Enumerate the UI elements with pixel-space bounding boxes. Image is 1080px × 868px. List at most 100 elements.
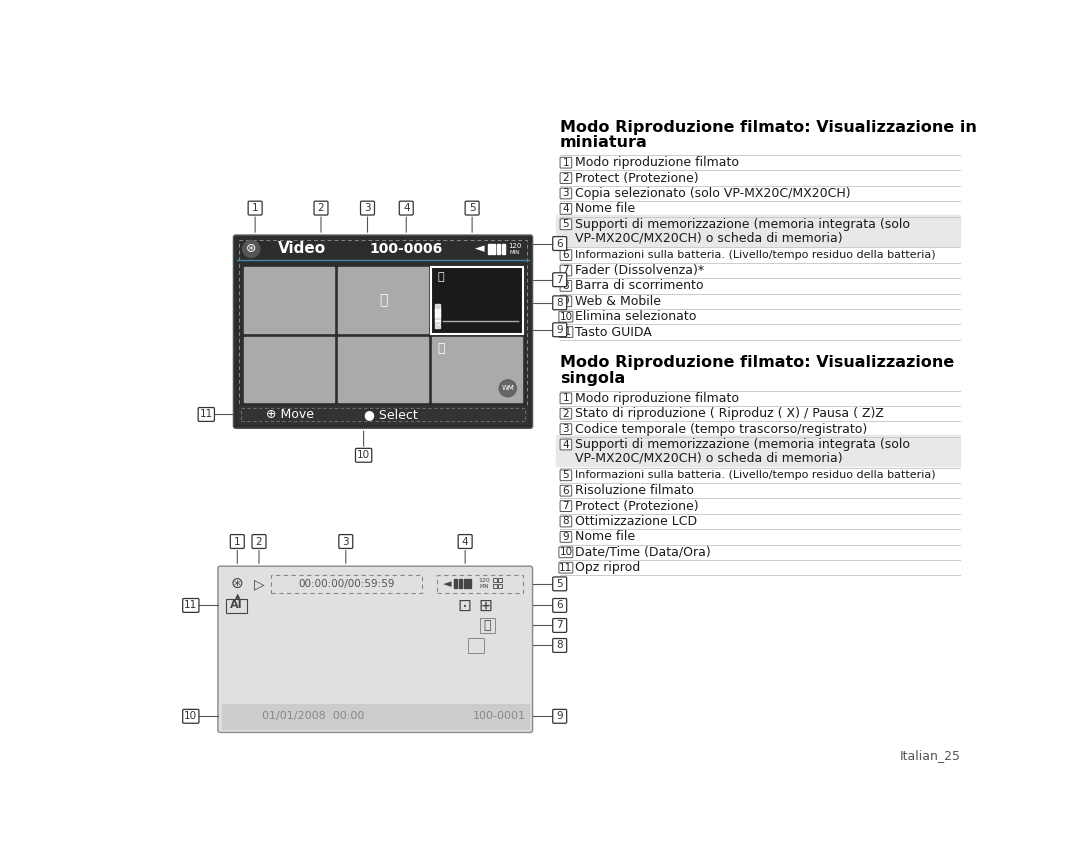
Text: 100-0006: 100-0006 bbox=[369, 242, 443, 256]
Text: Risoluzione filmato: Risoluzione filmato bbox=[576, 484, 694, 497]
Bar bbox=[499, 584, 502, 588]
Text: 9: 9 bbox=[556, 325, 563, 335]
Text: ● Select: ● Select bbox=[364, 408, 418, 421]
Text: 8: 8 bbox=[556, 641, 563, 650]
Text: Codice temporale (tempo trascorso/registrato): Codice temporale (tempo trascorso/regist… bbox=[576, 423, 867, 436]
FancyBboxPatch shape bbox=[553, 599, 567, 612]
Text: 2: 2 bbox=[563, 173, 569, 183]
FancyBboxPatch shape bbox=[183, 599, 199, 612]
Text: 1: 1 bbox=[234, 536, 241, 547]
FancyBboxPatch shape bbox=[561, 485, 571, 496]
Text: 100-0001: 100-0001 bbox=[473, 711, 526, 721]
Text: VP-MX20C/MX20CH) o scheda di memoria): VP-MX20C/MX20CH) o scheda di memoria) bbox=[576, 232, 842, 245]
FancyBboxPatch shape bbox=[355, 449, 372, 462]
FancyBboxPatch shape bbox=[553, 273, 567, 286]
FancyBboxPatch shape bbox=[559, 312, 572, 322]
FancyBboxPatch shape bbox=[553, 237, 567, 251]
Text: 10: 10 bbox=[185, 711, 198, 721]
Text: 10: 10 bbox=[559, 312, 572, 322]
Text: 5: 5 bbox=[563, 220, 569, 229]
FancyBboxPatch shape bbox=[561, 516, 571, 527]
Bar bbox=[435, 314, 441, 320]
Text: Barra di scorrimento: Barra di scorrimento bbox=[576, 279, 704, 293]
Bar bbox=[499, 578, 502, 582]
Bar bbox=[271, 575, 422, 593]
Text: 🗑: 🗑 bbox=[437, 342, 445, 355]
Text: 6: 6 bbox=[563, 250, 569, 260]
Text: 🎬: 🎬 bbox=[437, 272, 445, 281]
FancyBboxPatch shape bbox=[553, 619, 567, 633]
Bar bbox=[469, 579, 471, 589]
FancyBboxPatch shape bbox=[561, 157, 571, 168]
Text: 1: 1 bbox=[252, 203, 258, 214]
Text: Supporti di memorizzazione (memoria integrata (solo: Supporti di memorizzazione (memoria inte… bbox=[576, 218, 910, 231]
Text: ⊛: ⊛ bbox=[246, 242, 257, 255]
Bar bbox=[494, 584, 497, 588]
FancyBboxPatch shape bbox=[183, 709, 199, 723]
FancyBboxPatch shape bbox=[339, 535, 353, 549]
Bar bbox=[459, 579, 462, 589]
Text: ◄: ◄ bbox=[475, 242, 485, 255]
Text: 2: 2 bbox=[563, 409, 569, 418]
FancyBboxPatch shape bbox=[458, 535, 472, 549]
Text: Informazioni sulla batteria. (Livello/tempo residuo della batteria): Informazioni sulla batteria. (Livello/te… bbox=[576, 250, 936, 260]
Text: 7: 7 bbox=[556, 621, 563, 630]
FancyBboxPatch shape bbox=[561, 219, 571, 230]
Text: 2: 2 bbox=[318, 203, 324, 214]
Text: ⊡: ⊡ bbox=[458, 596, 471, 615]
Text: MIN: MIN bbox=[480, 584, 488, 589]
FancyBboxPatch shape bbox=[561, 173, 571, 183]
Text: 🔒: 🔒 bbox=[379, 293, 388, 307]
Text: 3: 3 bbox=[563, 424, 569, 434]
Bar bbox=[435, 304, 441, 312]
Text: ▷: ▷ bbox=[254, 577, 265, 591]
Text: 8: 8 bbox=[556, 298, 563, 308]
FancyBboxPatch shape bbox=[198, 408, 215, 421]
Text: 4: 4 bbox=[563, 204, 569, 214]
Bar bbox=[437, 575, 523, 593]
Text: 6: 6 bbox=[556, 239, 563, 248]
FancyBboxPatch shape bbox=[248, 201, 262, 215]
FancyBboxPatch shape bbox=[230, 535, 244, 549]
Bar bbox=[338, 337, 428, 402]
FancyBboxPatch shape bbox=[218, 566, 532, 733]
Text: ◄: ◄ bbox=[444, 579, 451, 589]
Text: 6: 6 bbox=[563, 486, 569, 496]
Text: 9: 9 bbox=[556, 711, 563, 721]
Text: MIN: MIN bbox=[510, 249, 519, 254]
FancyBboxPatch shape bbox=[561, 280, 571, 292]
FancyBboxPatch shape bbox=[561, 188, 571, 199]
Text: 00:00:00/00:59:59: 00:00:00/00:59:59 bbox=[298, 579, 394, 589]
Bar bbox=[435, 309, 441, 317]
Text: Video: Video bbox=[279, 241, 326, 256]
Text: 01/01/2008  00:00: 01/01/2008 00:00 bbox=[262, 711, 364, 721]
Text: VP-MX20C/MX20CH) o scheda di memoria): VP-MX20C/MX20CH) o scheda di memoria) bbox=[576, 452, 842, 465]
Text: Opz riprod: Opz riprod bbox=[576, 562, 640, 575]
Bar bbox=[239, 406, 527, 423]
Text: 1: 1 bbox=[563, 158, 569, 168]
Bar bbox=[221, 704, 529, 728]
Bar bbox=[455, 579, 458, 589]
Text: 2: 2 bbox=[256, 536, 262, 547]
Text: Modo Riproduzione filmato: Visualizzazione: Modo Riproduzione filmato: Visualizzazio… bbox=[559, 355, 954, 370]
Bar bbox=[431, 266, 523, 333]
Text: 9: 9 bbox=[563, 296, 569, 306]
Text: 11: 11 bbox=[559, 327, 572, 337]
Text: Copia selezionato (solo VP-MX20C/MX20CH): Copia selezionato (solo VP-MX20C/MX20CH) bbox=[576, 187, 851, 200]
Text: 120: 120 bbox=[508, 243, 522, 249]
Text: Protect (Protezione): Protect (Protezione) bbox=[576, 172, 699, 185]
Bar bbox=[432, 267, 522, 332]
Text: Italian_25: Italian_25 bbox=[900, 749, 960, 762]
FancyBboxPatch shape bbox=[561, 470, 571, 481]
FancyBboxPatch shape bbox=[314, 201, 328, 215]
FancyBboxPatch shape bbox=[561, 250, 571, 260]
Text: 7: 7 bbox=[556, 274, 563, 285]
Text: 11: 11 bbox=[559, 562, 572, 573]
FancyBboxPatch shape bbox=[561, 203, 571, 214]
FancyBboxPatch shape bbox=[553, 577, 567, 591]
Text: 1: 1 bbox=[563, 393, 569, 404]
Bar bbox=[241, 408, 525, 421]
FancyBboxPatch shape bbox=[252, 535, 266, 549]
Bar bbox=[488, 244, 490, 253]
Text: Supporti di memorizzazione (memoria integrata (solo: Supporti di memorizzazione (memoria inte… bbox=[576, 438, 910, 451]
